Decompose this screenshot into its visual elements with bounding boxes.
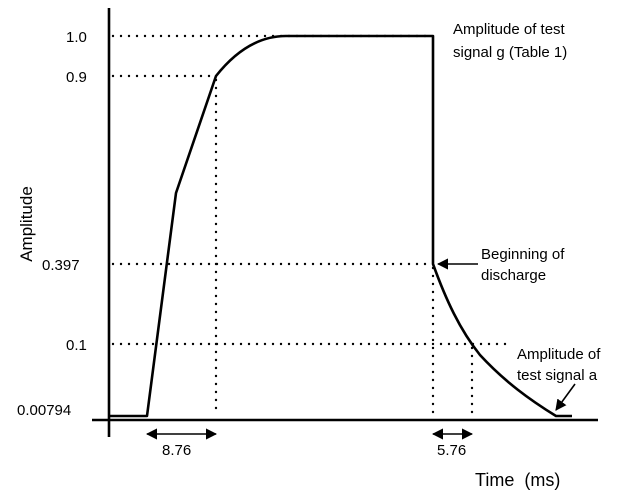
annotation-test-signal-g-line1: Amplitude of test: [453, 21, 566, 38]
y-tick-0-9: 0.9: [66, 69, 87, 86]
annotation-test-signal-a-line1: Amplitude of: [517, 346, 601, 363]
y-axis-label: Amplitude: [17, 186, 36, 262]
x-axis-label: Time (ms): [475, 470, 560, 490]
annotation-discharge-line2: discharge: [481, 267, 546, 284]
signal-curve: [109, 34, 572, 418]
y-tick-0-00794: 0.00794: [17, 402, 71, 419]
annotation-test-signal-g-line2: signal g (Table 1): [453, 44, 567, 61]
rise-interval-label: 8.76: [162, 442, 191, 459]
fall-interval-label: 5.76: [437, 442, 466, 459]
annotation-discharge-line1: Beginning of: [481, 246, 565, 263]
annotation-test-signal-a-line2: test signal a: [517, 367, 598, 384]
y-tick-1-0: 1.0: [66, 29, 87, 46]
y-tick-0-1: 0.1: [66, 337, 87, 354]
end-amplitude-arrow: [555, 383, 576, 411]
y-tick-0-397: 0.397: [42, 257, 80, 274]
